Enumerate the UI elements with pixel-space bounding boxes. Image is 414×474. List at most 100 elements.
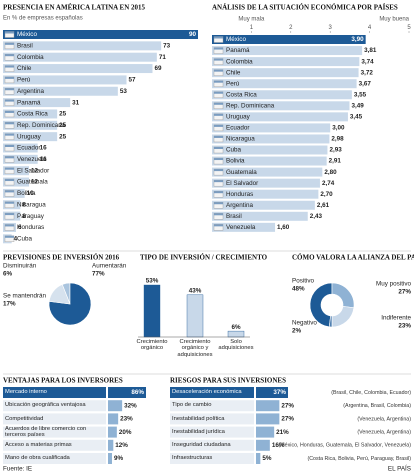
value-label: 71 [159,54,167,61]
slice-value: 27% [398,289,411,296]
category-label-box: Crecimiento orgánico [136,339,168,352]
annotation: (Costa Rica, Bolivia, Perú, Paraguay, Br… [307,456,411,462]
label-background [3,439,106,451]
category-label: Panamá [17,99,41,106]
value-label: 3,55 [354,91,367,98]
flag-stripe [5,31,14,34]
source: Fuente: IE [3,466,32,473]
value-label: 6 [18,224,22,231]
flag-stripe [5,179,14,182]
category-label: Bolivia [226,158,245,165]
label-background [170,453,254,464]
label-background [170,413,254,425]
flag-stripe [5,65,14,68]
category-label: Guatemala [17,179,48,186]
category-label: Argentina [17,88,44,95]
value-label: 21% [276,429,289,436]
category-label: Mano de obra cualificada [5,455,70,462]
category-label: México [226,36,246,43]
value-label: 25 [59,111,67,118]
flag-stripe [5,133,14,136]
bar [212,189,319,199]
slice-label: Muy positivo [376,281,411,288]
value-label: 16 [40,156,48,163]
slice-value: 17% [3,301,16,308]
flag-stripe [5,167,14,170]
annotation: (Brasil, Chile, Colombia, Ecuador) [331,390,411,396]
flag-stripe [214,135,223,138]
category-label: Rep. Dominicana [226,102,275,109]
bar [212,167,323,177]
value-label: 12% [115,442,128,449]
value-label: 32% [124,402,137,409]
slice-value: 48% [292,286,305,293]
bar [212,211,308,221]
value-label: 25 [59,133,67,140]
value-label: 3,81 [364,47,377,54]
value-label: 2,93 [329,147,342,154]
value-label: 3,49 [352,102,365,109]
scale-label: Muy buena [379,17,409,23]
category-label: Cuba [226,147,242,154]
x-tick-label: 4 [368,25,372,31]
category-label-box: Tipo de cambio [172,402,212,409]
bar [3,41,162,51]
flag-stripe [214,69,223,72]
chart-title: VENTAJAS PARA LOS INVERSORES [3,377,123,385]
value-label: 4 [14,235,18,242]
category-label: Brasil [17,43,33,50]
bar [256,453,261,464]
flag-stripe [214,147,223,149]
flag-stripe [214,58,223,61]
slice-value: 2% [292,328,302,335]
category-label: Acuerdos de libre comercio con terceros … [5,425,87,439]
value-label: 16 [40,145,48,152]
label-background [3,387,106,398]
bar [108,400,123,412]
value-label: 53% [146,278,159,285]
value-label: 53 [120,88,128,95]
slice-value: 23% [398,323,411,330]
value-label: 57 [129,77,137,84]
category-label: Guatemala [226,169,257,176]
bar [212,90,352,100]
value-label: 73 [163,43,171,50]
value-label: 25 [59,122,67,129]
bar [227,330,245,338]
slice-value: 77% [92,271,105,278]
slice-label: Aumentarán [92,263,127,270]
value-label: 1,60 [277,224,290,231]
label-background [3,453,106,464]
bar [3,154,38,164]
category-label: Costa Rica [17,111,48,118]
category-label: Tipo de cambio [172,402,212,409]
category-label-box: Inestabilidad política [172,416,225,422]
category-label: Crecimiento orgánico [136,339,168,352]
bar [186,294,204,338]
value-label: 8 [22,213,26,220]
bar [256,387,288,398]
value-label: 69 [155,65,163,72]
annotation: (Venezuela, Argentina) [357,416,411,422]
flag-stripe [214,113,223,116]
bar [3,52,157,62]
label-background [3,426,106,438]
value-label: 9% [114,455,124,462]
category-label: Crecimiento orgánico y adquisiciones [177,339,213,358]
chart-title: ANÁLISIS DE LA SITUACIÓN ECONÓMICA POR P… [212,4,398,12]
value-label: 2,98 [331,136,344,143]
category-label: El Salvador [226,180,258,187]
value-label: 23% [120,416,133,423]
slice-value: 6% [3,271,13,278]
category-label-box: Infraestructuras [172,455,212,461]
value-label: 27% [281,402,294,409]
flag-stripe [214,158,223,161]
flag-stripe [214,47,223,50]
bar [212,145,328,155]
value-label: 2,80 [324,169,337,176]
category-label: Argentina [226,202,253,209]
category-label: Uruguay [17,133,42,140]
bar [256,426,275,438]
flag-stripe [214,169,223,172]
bar [212,156,327,166]
